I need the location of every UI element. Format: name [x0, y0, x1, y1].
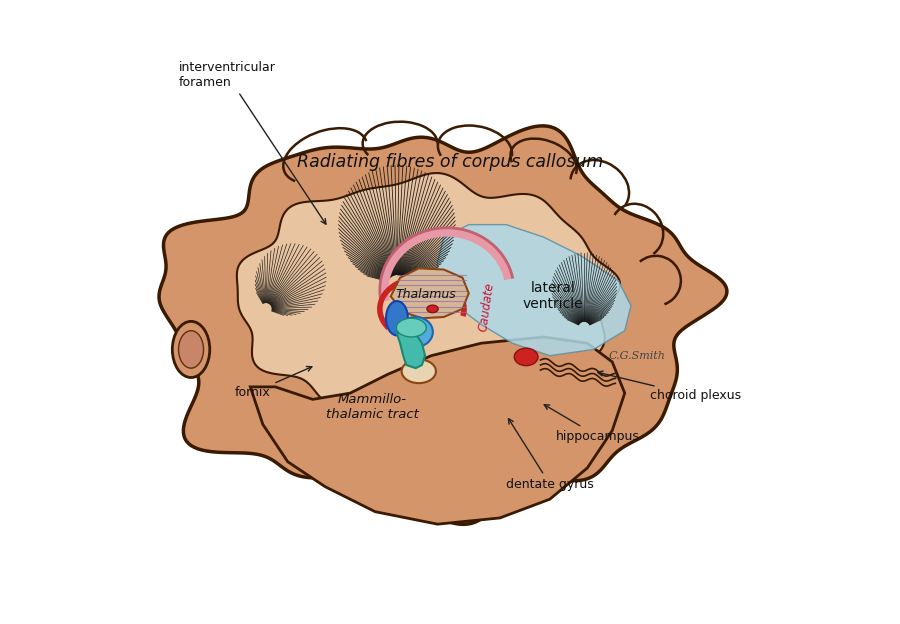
Ellipse shape	[172, 321, 210, 378]
Polygon shape	[237, 173, 620, 421]
Text: hippocampus: hippocampus	[544, 405, 640, 443]
Ellipse shape	[514, 348, 538, 366]
Ellipse shape	[178, 331, 203, 368]
Text: Mammillo-
thalamic tract: Mammillo- thalamic tract	[326, 393, 419, 421]
Polygon shape	[437, 225, 631, 356]
Polygon shape	[391, 268, 469, 318]
Ellipse shape	[427, 305, 438, 313]
Polygon shape	[250, 337, 625, 524]
Ellipse shape	[399, 317, 433, 347]
Text: fornix: fornix	[235, 366, 312, 399]
Text: Caudate: Caudate	[476, 281, 496, 333]
Text: interventricular
foramen: interventricular foramen	[178, 61, 326, 224]
Polygon shape	[159, 126, 727, 524]
Text: Radiating fibres of corpus callosum: Radiating fibres of corpus callosum	[297, 154, 603, 171]
Text: choroid plexus: choroid plexus	[598, 371, 741, 402]
Ellipse shape	[401, 359, 436, 383]
Text: Thalamus: Thalamus	[396, 288, 456, 301]
Text: dentate gyrus: dentate gyrus	[506, 419, 594, 491]
Ellipse shape	[396, 318, 427, 337]
Ellipse shape	[386, 301, 408, 336]
Text: C.G.Smith: C.G.Smith	[608, 351, 666, 361]
Polygon shape	[397, 329, 425, 368]
Text: lateral
ventricle: lateral ventricle	[523, 281, 583, 311]
